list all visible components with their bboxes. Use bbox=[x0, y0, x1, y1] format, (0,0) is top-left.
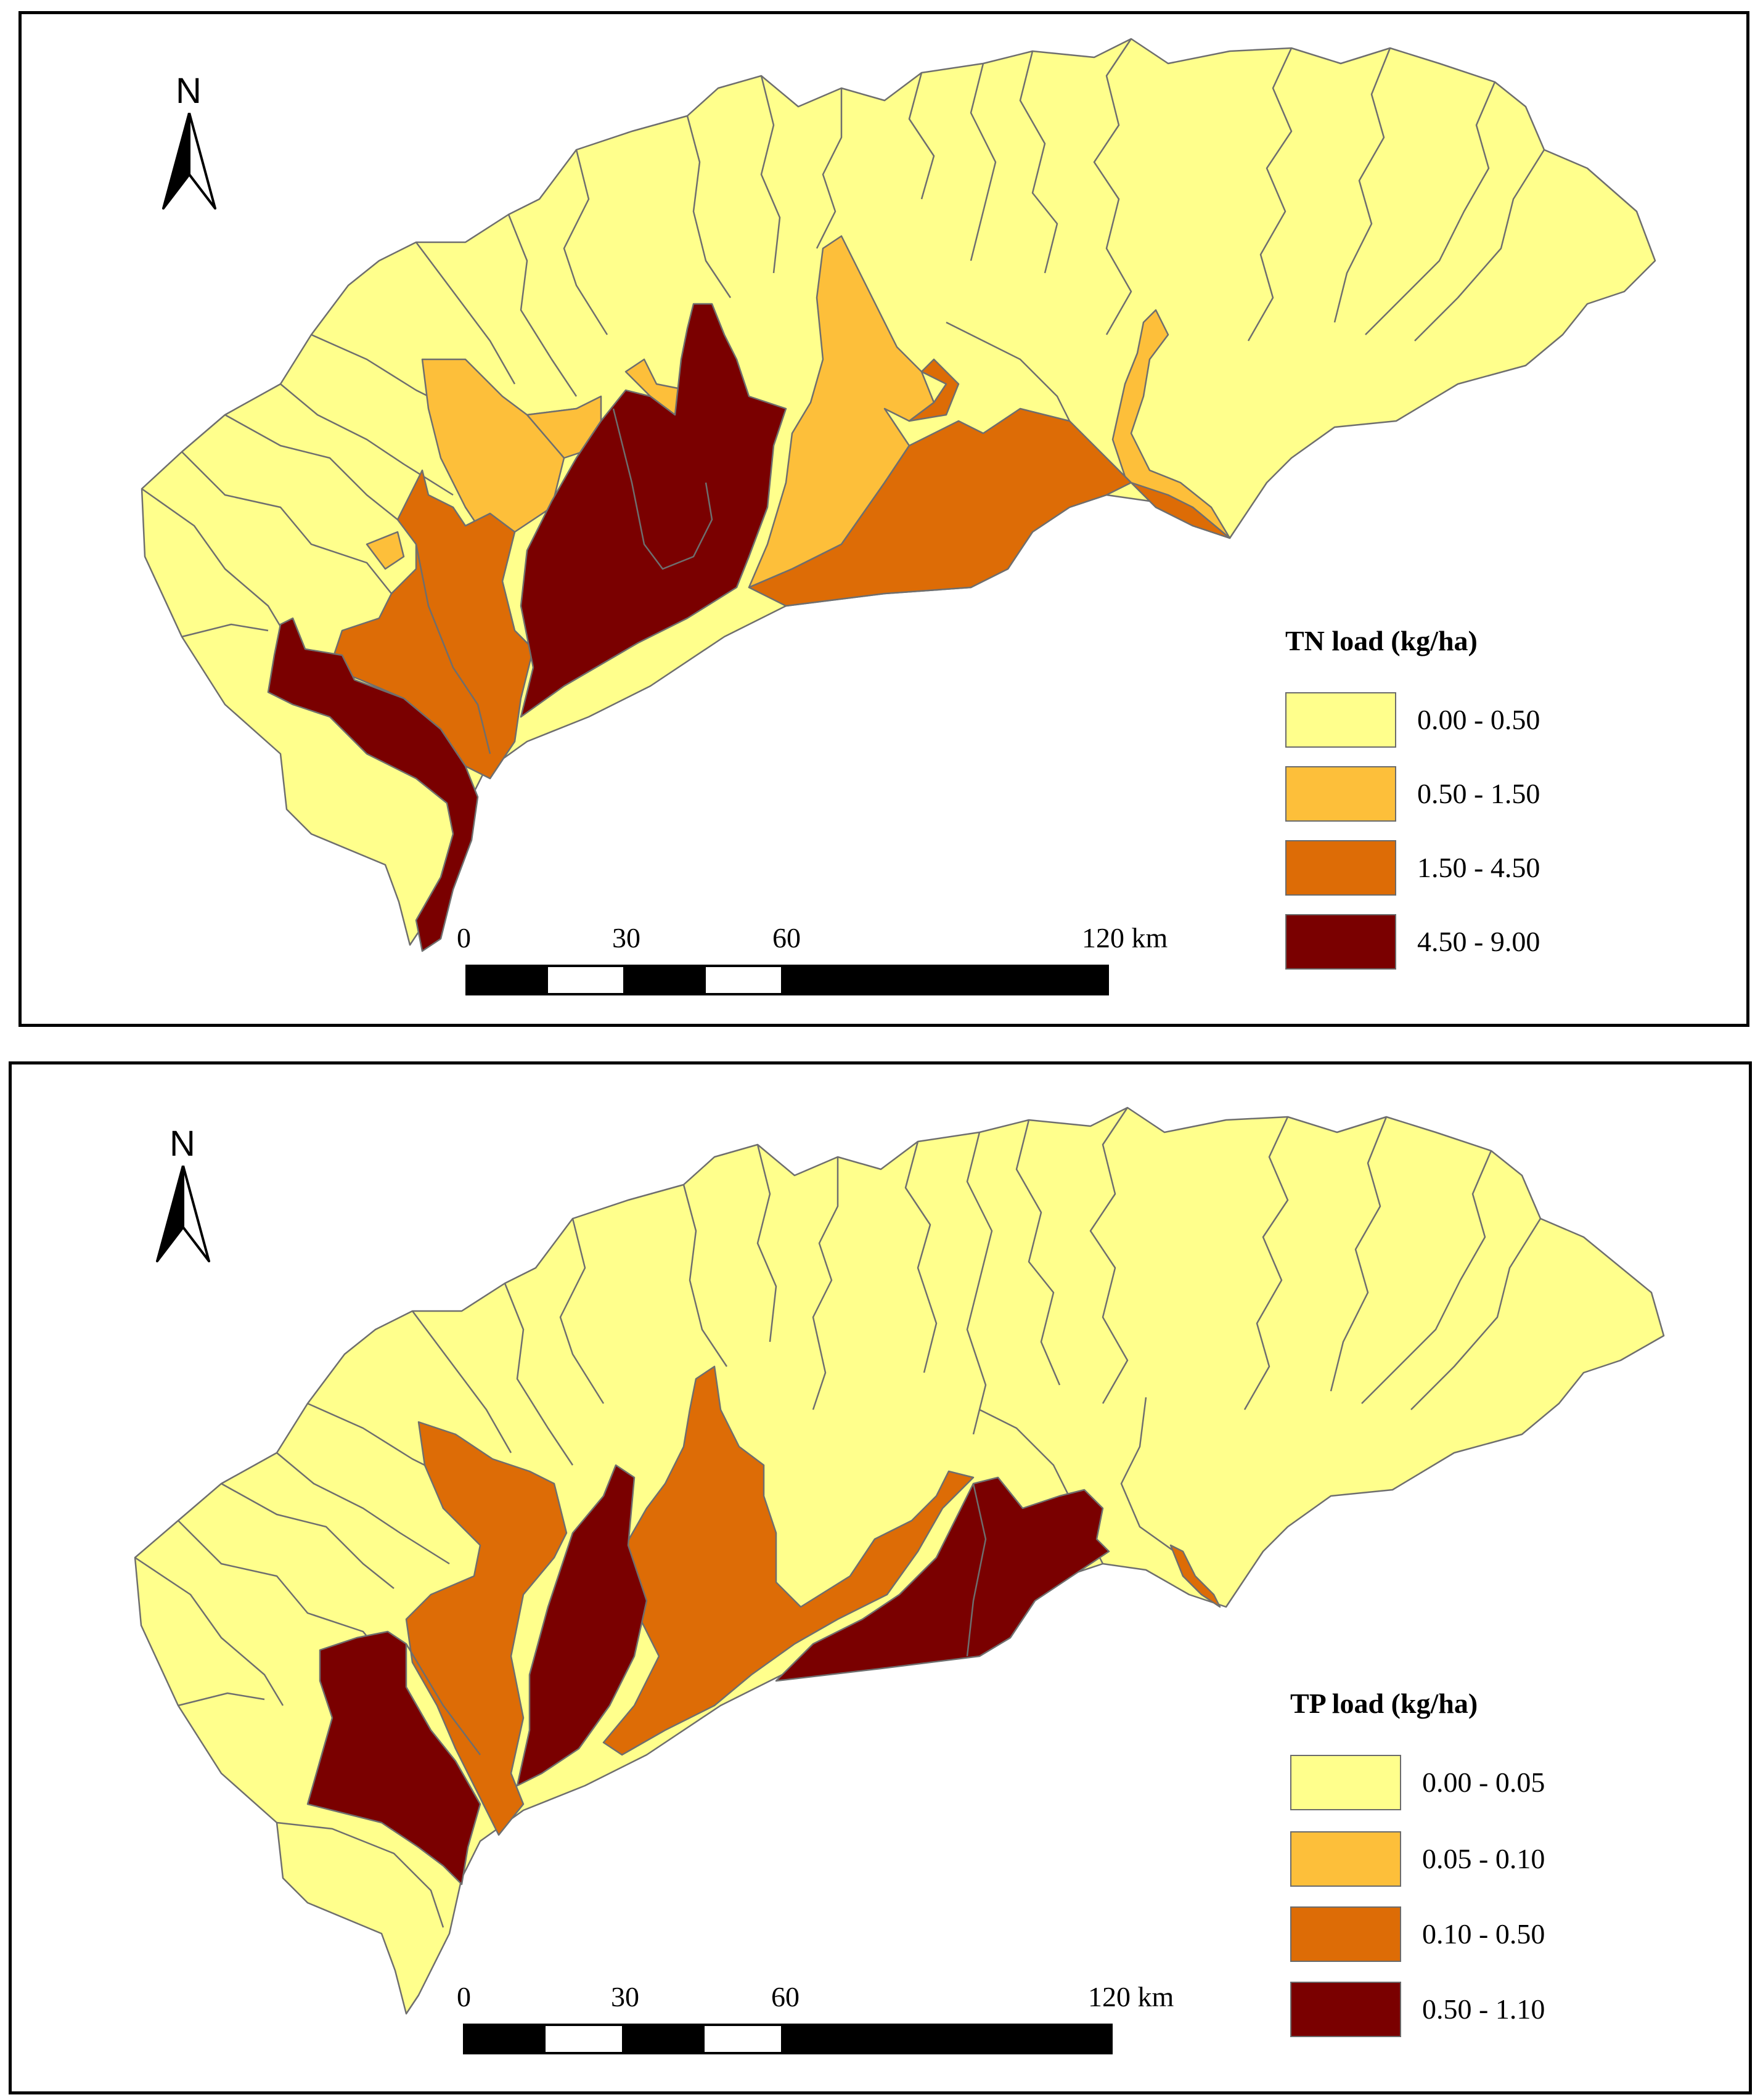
tp-legend-item: 0.50 - 1.10 bbox=[1290, 1982, 1574, 2037]
tn-legend-swatch bbox=[1285, 766, 1396, 822]
tp-legend-swatch bbox=[1290, 1982, 1401, 2037]
tp-legend-label: 0.00 - 0.05 bbox=[1422, 1767, 1545, 1798]
tn-legend-swatch bbox=[1285, 914, 1396, 970]
tp-legend-item: 0.05 - 0.10 bbox=[1290, 1831, 1574, 1887]
tn-legend-label: 0.00 - 0.50 bbox=[1417, 704, 1540, 735]
tp-legend-swatch bbox=[1290, 1906, 1401, 1962]
tp-legend-item: 0.00 - 0.05 bbox=[1290, 1755, 1574, 1810]
tn-legend-item: 4.50 - 9.00 bbox=[1285, 914, 1569, 970]
tn-scale-label: 0 bbox=[457, 922, 471, 954]
tn-region-class4-b bbox=[520, 303, 787, 718]
tn-legend-item: 0.00 - 0.50 bbox=[1285, 692, 1569, 748]
tp-legend-swatch bbox=[1290, 1755, 1401, 1810]
tn-legend-item: 1.50 - 4.50 bbox=[1285, 840, 1569, 896]
tp-legend-label: 0.05 - 0.10 bbox=[1422, 1843, 1545, 1874]
north-arrow-icon bbox=[156, 1166, 210, 1262]
tp-region-class3-a bbox=[405, 1421, 568, 1836]
tn-legend-label: 1.50 - 4.50 bbox=[1417, 852, 1540, 883]
tn-legend-title: TN load (kg/ha) bbox=[1285, 625, 1478, 656]
tp-scale-label: 0 bbox=[457, 1981, 471, 2012]
tn-scale-label: 30 bbox=[612, 922, 640, 954]
tp-scale-label: 120 km bbox=[1088, 1981, 1174, 2012]
tp-scale-label: 60 bbox=[771, 1981, 800, 2012]
north-arrow-icon bbox=[162, 113, 216, 210]
tp-region-class4-b bbox=[516, 1464, 648, 1787]
tp-scale-label: 30 bbox=[611, 1981, 639, 2012]
tp-legend-swatch bbox=[1290, 1831, 1401, 1887]
tn-legend-item: 0.50 - 1.50 bbox=[1285, 766, 1569, 822]
tn-region-class4-a bbox=[267, 617, 479, 952]
tn-scale-label: 120 km bbox=[1082, 922, 1168, 954]
tp-map-panel: N TP load (kg/ha) 0.00 - 0.05 0.05 - 0.1… bbox=[9, 1061, 1752, 2094]
tp-region-class3-c bbox=[1169, 1544, 1221, 1608]
tp-legend-label: 0.50 - 1.10 bbox=[1422, 1993, 1545, 2025]
tn-region-class2-f bbox=[1111, 309, 1231, 539]
tn-legend-label: 0.50 - 1.50 bbox=[1417, 778, 1540, 809]
tn-watershed-map bbox=[141, 38, 1656, 952]
tn-region-class3-a bbox=[329, 469, 534, 780]
tn-north-letter: N bbox=[176, 71, 202, 111]
tn-region-class3-b bbox=[748, 407, 1231, 607]
tp-watershed-map bbox=[134, 1106, 1665, 2015]
tn-scale-bar bbox=[465, 965, 1109, 995]
tp-region-class4-c bbox=[775, 1476, 1110, 1682]
tp-north-letter: N bbox=[170, 1124, 195, 1164]
tp-legend-title: TP load (kg/ha) bbox=[1290, 1688, 1478, 1719]
tp-legend-item: 0.10 - 0.50 bbox=[1290, 1906, 1574, 1962]
tp-legend-label: 0.10 - 0.50 bbox=[1422, 1918, 1545, 1950]
tn-legend-swatch bbox=[1285, 692, 1396, 748]
tn-region-class2-c bbox=[366, 531, 405, 570]
tn-legend-swatch bbox=[1285, 840, 1396, 896]
tn-legend-label: 4.50 - 9.00 bbox=[1417, 926, 1540, 957]
tn-scale-label: 60 bbox=[772, 922, 801, 954]
tn-map-panel: N TN load (kg/ha) 0.00 - 0.50 0.50 - 1.5… bbox=[18, 11, 1749, 1027]
tn-region-class3-c bbox=[908, 358, 960, 422]
tp-scale-bar bbox=[463, 2024, 1113, 2054]
